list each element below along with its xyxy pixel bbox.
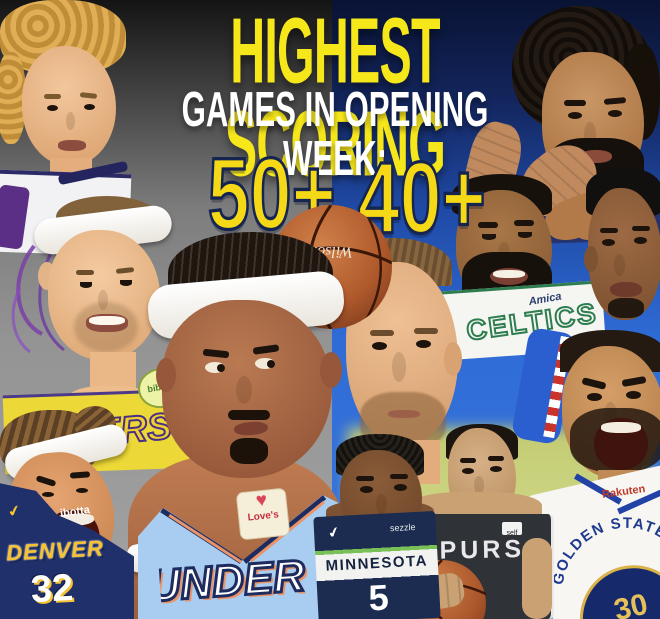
- sga-right-pupil: [267, 360, 275, 368]
- reaves-teeth: [89, 316, 125, 325]
- maxey-right-brow: [632, 226, 650, 231]
- edwards-left-brow: [356, 476, 374, 481]
- sga-nose: [236, 376, 252, 404]
- purple-scribble-strokes: [11, 239, 65, 354]
- sga-left-pupil: [217, 364, 225, 372]
- sga-ear-left: [156, 358, 176, 392]
- wembanyama-arm-right: [522, 538, 552, 619]
- sga-goatee: [230, 438, 268, 464]
- curry-jersey-number: 30: [611, 588, 651, 619]
- maxey-left-eye: [602, 239, 615, 246]
- gordon-jersey-number: 32: [29, 566, 75, 612]
- wembanyama-nose: [474, 476, 484, 494]
- doncic-left-eye: [372, 342, 387, 350]
- doncic-left-brow: [370, 330, 394, 336]
- brown-left-eye: [482, 234, 496, 240]
- edwards-nose: [376, 494, 387, 514]
- wembanyama-left-brow: [460, 458, 476, 463]
- doncic-right-eye: [416, 340, 431, 348]
- reaves-nose: [98, 290, 108, 310]
- maxey-goatee: [608, 298, 644, 318]
- brown-left-brow: [478, 222, 498, 228]
- reaves-left-brow: [76, 270, 94, 275]
- headline-line2: GAMES IN OPENING WEEK:: [181, 83, 489, 186]
- doncic-right-brow: [414, 328, 438, 334]
- edwards-right-eye: [394, 484, 407, 491]
- murray-right-eye: [608, 110, 622, 117]
- maxey-ear: [584, 246, 598, 272]
- curry-left-eye: [587, 393, 602, 401]
- maxey-mouth: [610, 282, 642, 297]
- reaves-left-eye: [80, 282, 92, 288]
- sga-left-eye-white: [205, 362, 225, 373]
- markkanen-right-eye: [84, 104, 95, 110]
- doncic-ear: [444, 342, 462, 376]
- murray-left-eye: [568, 112, 582, 119]
- wembanyama-left-eye: [462, 468, 474, 474]
- markkanen-hair-side: [0, 52, 26, 144]
- sga-mustache: [228, 410, 270, 420]
- reaves-face: [48, 230, 160, 360]
- wembanyama-self-patch: self: [502, 522, 522, 537]
- markkanen-left-eye: [47, 105, 58, 111]
- sga-right-eye-white: [255, 358, 275, 369]
- edwards-right-brow: [390, 474, 408, 479]
- murray-left-brow: [564, 100, 586, 106]
- gordon-left-eye: [42, 492, 54, 497]
- maxey-right-eye: [634, 237, 647, 244]
- curry-teeth: [601, 422, 641, 433]
- sga-ear-right: [320, 352, 342, 388]
- edwards-left-eye: [360, 486, 373, 493]
- wembanyama-right-eye: [490, 466, 502, 472]
- headline-line1: HIGHEST SCORING: [224, 0, 446, 197]
- gordon-right-eye: [76, 488, 88, 493]
- markkanen-mouth: [58, 140, 86, 151]
- brown-right-brow: [514, 220, 534, 226]
- curry-right-eye: [626, 391, 641, 399]
- doncic-nose: [392, 352, 406, 382]
- wembanyama-self-patch-label: self: [506, 530, 518, 537]
- maxey-nose: [614, 254, 625, 276]
- wembanyama-right-brow: [488, 456, 504, 461]
- brown-right-eye: [518, 232, 532, 238]
- maxey-left-brow: [600, 228, 618, 233]
- markkanen-left-brow: [44, 94, 61, 99]
- doncic-mouth: [388, 410, 420, 418]
- reaves-right-eye: [120, 280, 132, 286]
- markkanen-nose: [66, 112, 75, 130]
- brown-teeth: [493, 270, 525, 278]
